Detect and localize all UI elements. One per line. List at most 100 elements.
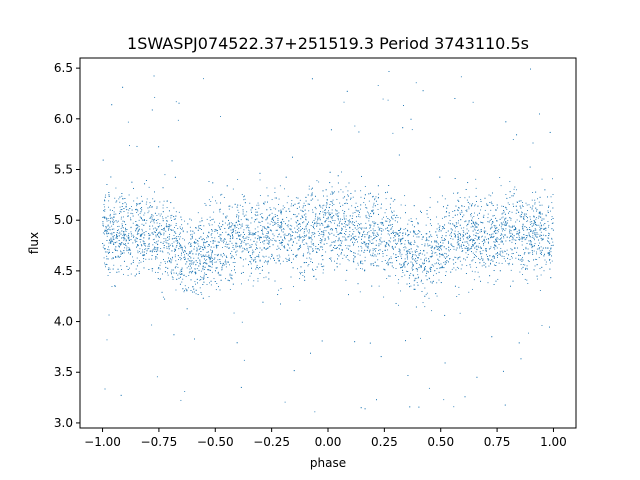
- data-point: [475, 255, 477, 257]
- data-point: [278, 198, 280, 200]
- data-point: [250, 222, 252, 224]
- data-point: [403, 264, 405, 266]
- data-point: [160, 278, 161, 280]
- data-point: [110, 239, 112, 241]
- data-point: [403, 249, 405, 251]
- data-point: [381, 228, 383, 229]
- data-point: [255, 243, 257, 245]
- data-point: [330, 129, 332, 131]
- data-point: [348, 260, 350, 262]
- data-point: [113, 221, 115, 223]
- data-point: [541, 325, 543, 326]
- data-point: [511, 241, 513, 243]
- data-point: [165, 230, 167, 232]
- data-point: [256, 267, 258, 269]
- data-point: [193, 257, 195, 259]
- data-point: [208, 296, 210, 298]
- data-point: [141, 230, 143, 232]
- data-point: [393, 232, 395, 233]
- data-point: [449, 249, 451, 250]
- data-point: [541, 225, 543, 227]
- data-point: [284, 188, 285, 190]
- data-point: [431, 225, 432, 226]
- data-point: [296, 228, 298, 230]
- data-point: [374, 205, 376, 207]
- data-point: [180, 259, 182, 261]
- data-point: [534, 202, 536, 204]
- data-point: [522, 224, 524, 226]
- data-point: [456, 242, 458, 244]
- data-point: [334, 220, 336, 222]
- data-point: [228, 280, 230, 282]
- data-point: [251, 217, 253, 219]
- data-point: [531, 225, 533, 227]
- data-point: [173, 231, 175, 233]
- data-point: [449, 258, 451, 260]
- data-point: [203, 278, 205, 280]
- data-point: [276, 255, 278, 257]
- data-point: [355, 220, 357, 222]
- data-point: [413, 244, 415, 245]
- data-point: [255, 249, 257, 250]
- data-point: [374, 230, 376, 232]
- data-point: [537, 198, 538, 200]
- data-point: [375, 255, 377, 257]
- data-point: [501, 205, 503, 207]
- data-point: [369, 227, 371, 229]
- data-point: [364, 408, 366, 410]
- data-point: [336, 213, 338, 215]
- data-point: [476, 248, 478, 250]
- data-point: [424, 268, 426, 270]
- data-point: [245, 224, 247, 226]
- data-point: [143, 224, 145, 226]
- data-point: [262, 217, 264, 219]
- data-point: [414, 277, 416, 279]
- data-point: [258, 204, 260, 206]
- data-point: [162, 207, 164, 209]
- data-point: [198, 254, 200, 256]
- data-point: [538, 212, 540, 214]
- data-point: [195, 260, 197, 262]
- data-point: [329, 214, 331, 216]
- data-point: [391, 246, 393, 248]
- data-point: [160, 213, 162, 215]
- data-point: [384, 220, 386, 222]
- data-point: [174, 256, 176, 258]
- data-point: [143, 254, 145, 255]
- data-point: [327, 218, 329, 220]
- data-point: [329, 212, 331, 214]
- data-point: [278, 254, 280, 256]
- data-point: [184, 251, 186, 253]
- data-point: [230, 229, 232, 231]
- data-point: [541, 218, 543, 220]
- data-point: [548, 241, 550, 243]
- data-point: [331, 229, 333, 231]
- data-point: [495, 209, 497, 211]
- data-point: [520, 264, 522, 266]
- data-point: [152, 239, 154, 241]
- data-point: [405, 247, 407, 249]
- data-point: [355, 239, 356, 241]
- data-point: [366, 211, 368, 213]
- data-point: [494, 228, 496, 230]
- data-point: [388, 244, 389, 246]
- data-point: [539, 253, 541, 254]
- data-point: [430, 267, 432, 268]
- data-point: [357, 206, 359, 207]
- data-point: [358, 214, 360, 215]
- data-point: [437, 245, 439, 247]
- data-point: [421, 253, 423, 255]
- data-point: [524, 239, 526, 241]
- data-point: [192, 230, 194, 232]
- data-point: [372, 221, 374, 223]
- data-point: [441, 253, 443, 255]
- data-point: [412, 269, 414, 270]
- data-point: [377, 85, 379, 86]
- data-point: [173, 235, 175, 236]
- data-point: [550, 210, 551, 212]
- data-point: [445, 211, 447, 213]
- data-point: [489, 228, 491, 230]
- data-point: [411, 221, 413, 223]
- data-point: [250, 272, 252, 274]
- data-point: [454, 98, 456, 99]
